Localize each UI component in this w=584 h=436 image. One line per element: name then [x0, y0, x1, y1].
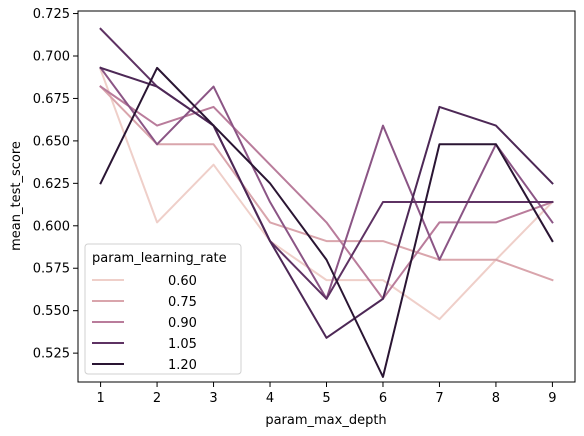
x-tick-label: 7 [435, 391, 443, 406]
series-line-6 [99, 66, 554, 378]
series-layer [99, 27, 554, 378]
x-tick-label: 2 [153, 391, 161, 406]
x-axis-ticks: 1 2 3 4 5 6 7 8 9 [96, 382, 557, 406]
legend-label-2: 0.90 [168, 316, 197, 331]
legend-label-1: 0.75 [168, 295, 197, 310]
legend-label-3: 1.05 [168, 337, 197, 352]
x-tick-label: 4 [266, 391, 274, 406]
y-axis-ticks: 0.525 0.550 0.575 0.600 0.625 0.650 0.675 0.700… [33, 7, 78, 362]
series-line-1 [99, 85, 554, 282]
x-tick-label: 3 [209, 391, 217, 406]
x-axis-label: param_max_depth [265, 413, 386, 428]
legend-label-0: 0.60 [168, 274, 197, 289]
y-tick-label: 0.700 [33, 49, 70, 64]
x-tick-label: 1 [96, 391, 104, 406]
series-line-2 [99, 85, 554, 300]
y-tick-label: 0.675 [33, 92, 70, 107]
y-tick-label: 0.625 [33, 177, 70, 192]
y-tick-label: 0.550 [33, 304, 70, 319]
y-tick-label: 0.575 [33, 262, 70, 277]
x-tick-label: 9 [548, 391, 556, 406]
x-tick-label: 6 [379, 391, 387, 406]
y-axis-label: mean_test_score [9, 141, 24, 251]
y-tick-label: 0.725 [33, 7, 70, 22]
y-tick-label: 0.650 [33, 134, 70, 149]
series-line-5 [99, 66, 554, 339]
legend: param_learning_rate 0.60 0.75 0.90 1.05 1.20 [84, 243, 242, 375]
legend-box [84, 243, 242, 375]
legend-title: param_learning_rate [92, 251, 227, 266]
legend-items: 0.60 0.75 0.90 1.05 1.20 [92, 274, 197, 373]
y-tick-label: 0.525 [33, 347, 70, 362]
x-tick-label: 8 [492, 391, 500, 406]
series-line-0 [99, 68, 554, 321]
y-tick-label: 0.600 [33, 219, 70, 234]
legend-label-4: 1.20 [168, 358, 197, 373]
x-tick-label: 5 [322, 391, 330, 406]
